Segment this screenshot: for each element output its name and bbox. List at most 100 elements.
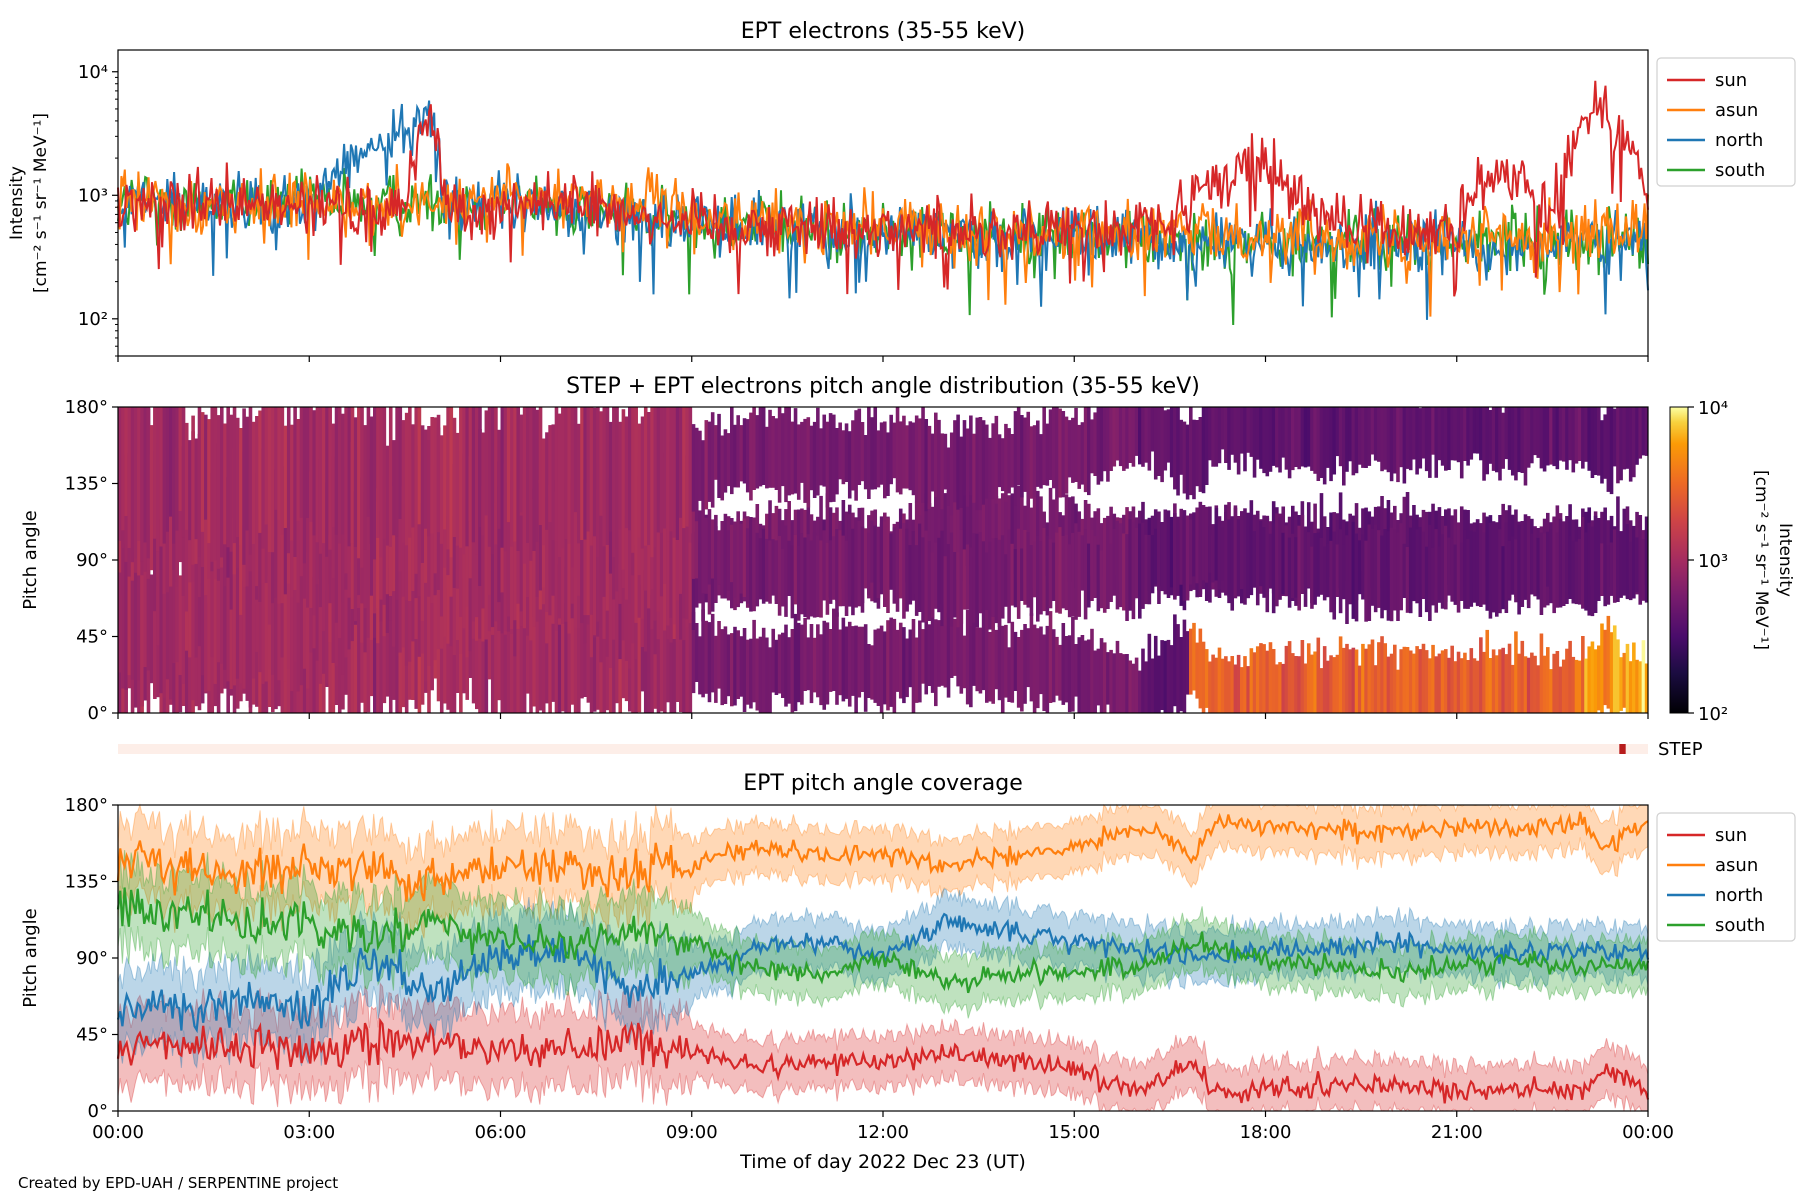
heatmap-cell: [1561, 659, 1566, 713]
heatmap-cell: [194, 559, 199, 658]
heatmap-cell: [934, 412, 938, 497]
heatmap-cell: [223, 423, 227, 545]
heatmap-cell: [586, 585, 591, 703]
heatmap-cell: [1045, 535, 1050, 616]
heatmap-cell: [561, 499, 565, 624]
heatmap-cell: [1644, 663, 1649, 713]
heatmap-cell: [940, 530, 944, 627]
heatmap-cell: [1472, 531, 1477, 603]
heatmap-cell: [462, 407, 466, 555]
heatmap-cell: [726, 433, 731, 487]
heatmap-cell: [991, 615, 995, 704]
y-tick-label: 45°: [76, 627, 108, 648]
heatmap-cell: [169, 407, 173, 517]
heatmap-cell: [1475, 660, 1480, 713]
heatmap-cell: [806, 534, 811, 620]
heatmap-cell: [232, 517, 237, 686]
heatmap-cell: [395, 407, 399, 537]
heatmap-cell: [1007, 428, 1011, 494]
intensity-panel-title: EPT electrons (35-55 keV): [741, 19, 1026, 44]
heatmap-cell: [1383, 643, 1388, 713]
heatmap-cell: [745, 528, 750, 604]
heatmap-cell: [1211, 654, 1215, 713]
heatmap-cell: [937, 473, 941, 569]
heatmap-cell: [1609, 407, 1614, 495]
heatmap-cell: [886, 620, 890, 711]
heatmap-cell: [975, 627, 980, 692]
heatmap-cell: [723, 626, 728, 704]
heatmap-cell: [1364, 407, 1368, 468]
heatmap-cell: [1501, 412, 1505, 469]
colorbar: [1669, 406, 1689, 714]
heatmap-cell: [200, 520, 205, 676]
heatmap-cell: [838, 530, 842, 607]
heatmap-cell: [337, 407, 342, 544]
heatmap-cell: [1013, 631, 1018, 691]
heatmap-cell: [1373, 407, 1378, 461]
heatmap-cell: [290, 529, 294, 692]
heatmap-cell: [532, 407, 536, 551]
heatmap-cell: [809, 624, 814, 704]
heatmap-cell: [1150, 407, 1155, 452]
heatmap-cell: [1622, 652, 1627, 708]
heatmap-cell: [905, 638, 909, 698]
heatmap-cell: [1520, 407, 1525, 473]
heatmap-cell: [822, 530, 827, 601]
heatmap-cell: [1249, 648, 1254, 713]
heatmap-cell: [162, 530, 167, 698]
heatmap-cell: [934, 619, 938, 707]
heatmap-cell: [1118, 407, 1123, 467]
heatmap-cell: [1577, 539, 1582, 605]
heatmap-cell: [1036, 420, 1040, 487]
heatmap-cell: [994, 629, 999, 690]
heatmap-cell: [439, 435, 444, 544]
heatmap-cell: [1322, 546, 1327, 601]
heatmap-cell: [953, 552, 957, 618]
heatmap-cell: [229, 414, 234, 552]
heatmap-cell: [1112, 528, 1117, 596]
heatmap-cell: [337, 586, 342, 713]
heatmap-cell: [1153, 528, 1158, 585]
x-tick-label: 00:00: [92, 1122, 144, 1143]
heatmap-cell: [1029, 426, 1034, 499]
heatmap-cell: [1230, 516, 1235, 611]
heatmap-cell: [1265, 515, 1270, 613]
heatmap-cell: [481, 594, 485, 713]
heatmap-cell: [1297, 525, 1301, 611]
heatmap-cell: [1536, 407, 1541, 458]
heatmap-cell: [825, 622, 830, 705]
heatmap-cell: [714, 635, 718, 703]
heatmap-cell: [1297, 656, 1301, 713]
heatmap-cell: [1536, 537, 1541, 600]
heatmap-cell: [580, 461, 584, 624]
heatmap-cell: [551, 424, 556, 540]
heatmap-cell: [978, 417, 983, 511]
heatmap-cell: [956, 552, 960, 628]
heatmap-cell: [656, 407, 661, 533]
heatmap-cell: [914, 415, 919, 503]
heatmap-cell: [564, 483, 568, 622]
heatmap-cell: [723, 513, 728, 599]
heatmap-cell: [226, 407, 230, 548]
heatmap-cell: [985, 552, 989, 610]
heatmap-cell: [1593, 649, 1598, 713]
heatmap-cell: [1488, 658, 1493, 713]
heatmap-cell: [1042, 528, 1046, 612]
heatmap-cell: [1074, 644, 1078, 697]
heatmap-cell: [930, 609, 935, 693]
heatmap-cell: [140, 541, 144, 707]
heatmap-cell: [841, 535, 846, 607]
heatmap-cell: [1185, 424, 1190, 500]
heatmap-cell: [207, 523, 211, 691]
heatmap-cell: [666, 407, 670, 542]
heatmap-cell: [309, 471, 313, 608]
heatmap-cell: [790, 545, 795, 619]
heatmap-cell: [251, 552, 256, 679]
heatmap-cell: [911, 531, 916, 601]
heatmap-cell: [1243, 656, 1247, 713]
heatmap-cell: [242, 408, 246, 565]
y-tick-label: 0°: [88, 1101, 108, 1122]
heatmap-cell: [1459, 542, 1464, 601]
heatmap-cell: [261, 520, 266, 684]
heatmap-cell: [200, 412, 205, 532]
